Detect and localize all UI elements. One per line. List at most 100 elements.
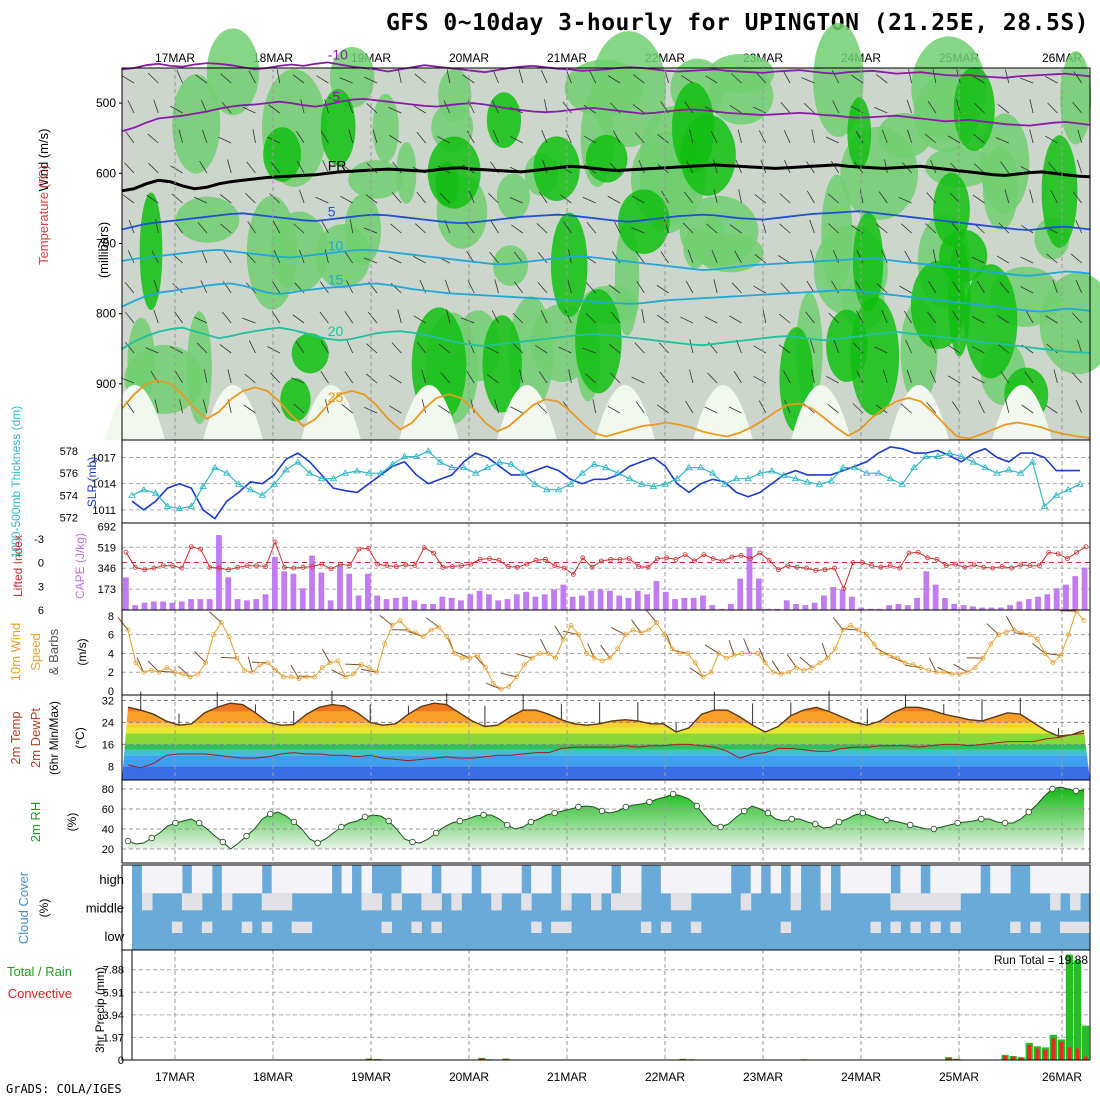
pressure-tick-label: 600 [96,166,116,180]
cloud-clear-cell [890,893,901,911]
wind-barb [346,340,354,354]
wind-barb [972,75,985,84]
cloud-clear-cell [571,865,582,894]
wind-barb [684,101,694,114]
wind-speed-point [428,627,434,633]
cape-bar [271,556,278,610]
thickness-marker [697,463,705,471]
cape-bar [1072,576,1079,610]
wind-barb [608,284,621,294]
temperature-band [122,749,1090,756]
wind-speed-point [887,652,893,658]
thickness-marker [839,463,847,471]
cape-bar [392,597,399,610]
wind-speed-point [164,665,170,670]
wind-speed-point [879,651,885,656]
wind-barb [492,129,499,144]
wind-barb [925,223,937,234]
rh-moist-cell [679,195,759,267]
wind-speed-point [537,651,543,656]
lifted-index-point [337,561,343,567]
wind-barb [538,191,548,204]
pressure-bg [122,440,1090,523]
wind-speed-point [413,630,418,636]
wind-barb [348,129,354,144]
temperature-band [122,727,1090,734]
cloud-clear-cell [910,921,921,933]
humidity-point [1049,785,1056,793]
cloud-clear-cell [301,921,313,933]
wind-barb [1045,404,1058,414]
surface-wind-barb [500,672,517,678]
humidity-point [1072,787,1080,795]
cape-bar [355,595,362,610]
thickness-marker [1052,491,1061,498]
wind-speed-point [382,641,387,647]
rh-saturated-cell [263,127,302,182]
cloud-clear-cell [301,865,313,894]
cloud-clear-cell [431,893,442,911]
wind-barb [219,344,232,354]
wind-barb [367,311,378,324]
humidity-point [835,818,843,826]
lifted-index-point [570,572,576,577]
precip-convective-bar [1059,1041,1064,1060]
cape-bar [579,595,585,610]
wind-barb [828,223,839,234]
cape-bar [244,600,250,610]
wind-barb [121,75,135,84]
surface-wind-barb [1032,643,1046,654]
wind-speed-point [623,632,628,638]
wind-speed-point [529,655,535,661]
rh-moist-cell [564,59,644,117]
surface-wind-barb [937,666,953,675]
wind-barb [389,405,402,414]
rh-saturated-cell [550,212,588,317]
thickness-marker [258,491,267,498]
cloud-clear-cell [700,865,712,894]
cape-bar [197,599,204,610]
rh-saturated-cell [618,189,670,254]
wind-barb [203,369,208,384]
wind-barb [243,404,256,414]
wind-speed-point [358,662,364,668]
wind-barb [758,130,767,144]
wind-barb [632,104,645,114]
cape-bar [700,595,706,610]
lifted-index-point [608,556,614,562]
isotherm-label: -5 [328,88,341,104]
rh-axis-label: RH (%) [37,290,51,329]
slp-line [131,446,1080,520]
wind-speed-point [840,627,846,633]
lifted-index-point [142,567,148,573]
isotherm-label: -10 [328,46,348,62]
thickness-marker [211,463,219,471]
wind-barb [439,192,451,204]
wind-barb [349,219,354,234]
wind-barb [470,399,475,414]
wind-barb [875,74,888,84]
wind-speed-point [778,671,784,677]
wind-barb [174,221,183,234]
wind-barb [513,281,524,294]
wind-barb [1019,77,1034,84]
wind-barb [414,223,426,234]
rh-moist-cell [175,196,240,243]
bottom-date-label: 17MAR [155,1070,195,1084]
wind-barb [248,340,256,354]
wind-barb [120,377,135,384]
wind-barb [704,406,718,414]
wind-barb [728,406,742,414]
wind-barb [440,372,451,384]
wind-barb [685,400,694,414]
wind-barb [907,129,912,144]
wind-barb [324,99,329,114]
wind-barb [634,342,645,354]
cape-tick-label: 692 [98,521,116,533]
cape-bar [411,600,418,610]
wind-barb [583,104,596,114]
wind-barb [805,311,815,324]
cape-bar [821,595,827,610]
cape-bar [653,581,660,610]
wind-speed-point [452,651,457,656]
